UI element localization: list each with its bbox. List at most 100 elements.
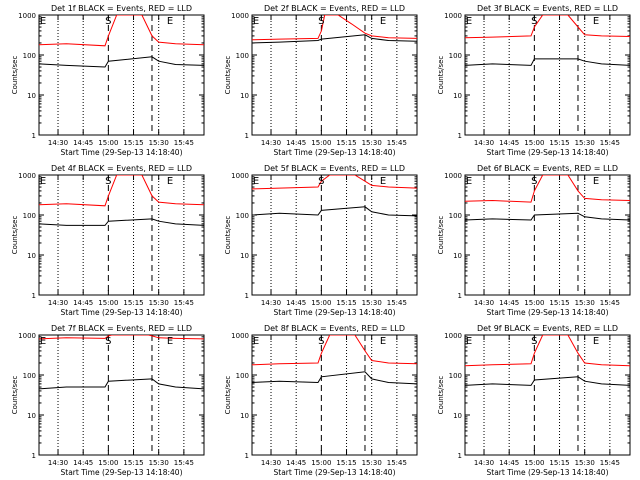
y-tick-label: 1	[245, 292, 249, 300]
x-tick-label: 14:30	[48, 299, 68, 307]
events-series-line	[39, 378, 204, 390]
x-tick-label: 14:45	[286, 459, 306, 467]
x-tick-label: 15:30	[149, 139, 169, 147]
plot-frame	[251, 334, 418, 456]
x-tick-label: 15:45	[174, 139, 194, 147]
end-marker-label: E	[380, 336, 386, 347]
left-edge-marker-label: E	[40, 336, 46, 347]
left-edge-marker-label: E	[253, 176, 259, 187]
y-tick-label: 100	[236, 52, 249, 60]
events-series-line	[252, 206, 417, 217]
y-axis-label: Counts/sec	[224, 216, 232, 255]
chart-title: Det 3f BLACK = Events, RED = LLD	[477, 4, 618, 13]
lld-series-line	[465, 175, 630, 203]
x-tick-label: 15:00	[311, 299, 331, 307]
y-tick-label: 10	[453, 412, 462, 420]
left-edge-marker-label: E	[253, 16, 259, 27]
lld-series-line	[465, 15, 630, 39]
x-tick-label: 15:15	[123, 459, 143, 467]
x-tick-label: 15:00	[98, 459, 118, 467]
x-tick-label: 15:15	[549, 139, 569, 147]
x-tick-label: 15:15	[123, 139, 143, 147]
chart-panel-5: Det 5f BLACK = Events, RED = LLD 1 10 100 10…	[224, 164, 418, 317]
start-marker-label: S	[531, 336, 537, 347]
x-tick-label: 14:30	[261, 459, 281, 467]
end-marker-label: E	[593, 176, 599, 187]
chart-panel-3: Det 3f BLACK = Events, RED = LLD 1 10 100 10…	[437, 4, 631, 157]
x-tick-label: 14:45	[73, 299, 93, 307]
x-tick-label: 15:30	[362, 139, 382, 147]
events-series-line	[252, 371, 417, 385]
y-tick-label: 10	[27, 92, 36, 100]
x-tick-label: 15:45	[387, 459, 407, 467]
lld-series-line	[252, 335, 417, 366]
y-tick-label: 1	[458, 452, 462, 460]
x-axis-label: Start Time (29-Sep-13 14:18:40)	[487, 468, 609, 477]
chart-panel-7: Det 7f BLACK = Events, RED = LLD 1 10 100 10…	[11, 324, 205, 477]
end-marker-label: E	[380, 16, 386, 27]
chart-panel-9: Det 9f BLACK = Events, RED = LLD 1 10 100 10…	[437, 324, 631, 477]
lld-series-line	[465, 335, 630, 367]
y-tick-label: 1	[245, 132, 249, 140]
x-tick-label: 15:00	[311, 139, 331, 147]
x-tick-label: 15:15	[549, 459, 569, 467]
x-tick-label: 14:30	[474, 139, 494, 147]
y-axis-label: Counts/sec	[437, 376, 445, 415]
y-tick-label: 100	[23, 212, 36, 220]
lld-series-line	[39, 335, 204, 340]
y-tick-label: 10	[453, 252, 462, 260]
y-tick-label: 1000	[231, 12, 249, 20]
end-marker-label: E	[593, 16, 599, 27]
left-edge-marker-label: E	[466, 16, 472, 27]
x-tick-label: 15:45	[387, 299, 407, 307]
plot-frame	[38, 14, 205, 136]
x-tick-label: 15:30	[149, 299, 169, 307]
x-tick-label: 15:45	[600, 299, 620, 307]
x-tick-label: 15:00	[524, 459, 544, 467]
x-axis-label: Start Time (29-Sep-13 14:18:40)	[61, 468, 183, 477]
start-marker-label: S	[105, 336, 111, 347]
y-tick-label: 10	[453, 92, 462, 100]
y-axis-label: Counts/sec	[11, 216, 19, 255]
plot-frame	[464, 14, 631, 136]
y-tick-label: 1	[32, 452, 36, 460]
chart-title: Det 1f BLACK = Events, RED = LLD	[51, 4, 192, 13]
y-tick-label: 1	[245, 452, 249, 460]
plot-frame	[38, 334, 205, 456]
lld-series-line	[252, 175, 417, 190]
y-tick-label: 100	[236, 372, 249, 380]
x-tick-label: 15:45	[174, 459, 194, 467]
y-tick-label: 1	[32, 292, 36, 300]
plot-frame	[251, 174, 418, 296]
y-tick-label: 1000	[444, 172, 462, 180]
x-tick-label: 14:45	[499, 139, 519, 147]
y-tick-label: 100	[449, 372, 462, 380]
y-axis-label: Counts/sec	[11, 376, 19, 415]
events-series-line	[39, 56, 204, 68]
x-tick-label: 15:00	[98, 299, 118, 307]
x-tick-label: 15:15	[336, 459, 356, 467]
end-marker-label: E	[167, 336, 173, 347]
y-tick-label: 10	[240, 252, 249, 260]
y-tick-label: 1000	[444, 332, 462, 340]
x-tick-label: 15:30	[149, 459, 169, 467]
start-marker-label: S	[105, 16, 111, 27]
y-tick-label: 1000	[18, 12, 36, 20]
plot-frame	[38, 174, 205, 296]
x-tick-label: 15:45	[174, 299, 194, 307]
y-axis-label: Counts/sec	[11, 56, 19, 95]
y-tick-label: 100	[236, 212, 249, 220]
y-axis-label: Counts/sec	[437, 216, 445, 255]
x-tick-label: 14:30	[261, 139, 281, 147]
y-tick-label: 1000	[231, 172, 249, 180]
end-marker-label: E	[167, 16, 173, 27]
start-marker-label: S	[105, 176, 111, 187]
x-tick-label: 15:00	[311, 459, 331, 467]
chart-panel-2: Det 2f BLACK = Events, RED = LLD 1 10 100 10…	[224, 4, 418, 157]
x-axis-label: Start Time (29-Sep-13 14:18:40)	[274, 468, 396, 477]
left-edge-marker-label: E	[466, 176, 472, 187]
left-edge-marker-label: E	[466, 336, 472, 347]
events-series-line	[465, 58, 630, 66]
x-tick-label: 14:45	[286, 299, 306, 307]
